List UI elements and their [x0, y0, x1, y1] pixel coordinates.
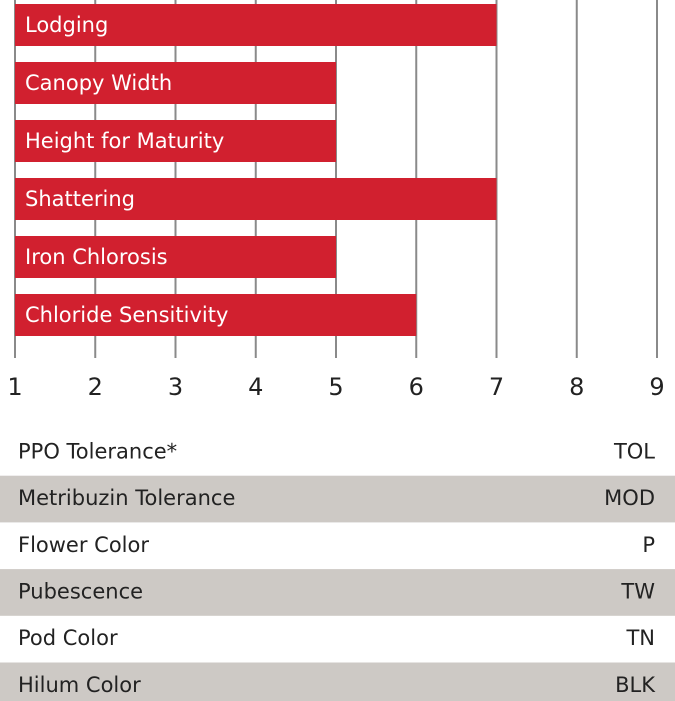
x-tick-label: 9: [649, 373, 664, 401]
bar-label: Iron Chlorosis: [25, 245, 168, 269]
row-value: TN: [625, 626, 655, 650]
row-value: TW: [620, 579, 655, 603]
row-background: [0, 662, 675, 701]
row-value: MOD: [604, 486, 655, 510]
bar: [15, 120, 336, 162]
x-tick-label: 4: [248, 373, 263, 401]
x-tick-label: 1: [7, 373, 22, 401]
bar-label: Lodging: [25, 13, 108, 37]
x-tick-label: 2: [88, 373, 103, 401]
bar: [15, 62, 336, 104]
row-value: P: [642, 533, 655, 557]
row-label: Pubescence: [18, 579, 143, 603]
bar: [15, 178, 497, 220]
row-label: PPO Tolerance*: [18, 439, 177, 463]
row-value: BLK: [615, 673, 656, 697]
row-value: TOL: [613, 439, 655, 463]
x-tick-label: 8: [569, 373, 584, 401]
bar: [15, 236, 336, 278]
bar: [15, 294, 417, 336]
x-tick-label: 6: [409, 373, 424, 401]
row-label: Flower Color: [18, 533, 149, 557]
row-label: Pod Color: [18, 626, 118, 650]
bar: [15, 4, 497, 46]
x-tick-label: 3: [168, 373, 183, 401]
bar-label: Chloride Sensitivity: [25, 303, 228, 327]
x-tick-label: 5: [328, 373, 343, 401]
bar-label: Canopy Width: [25, 71, 172, 95]
row-label: Metribuzin Tolerance: [18, 486, 235, 510]
row-label: Hilum Color: [18, 673, 141, 697]
x-tick-label: 7: [489, 373, 504, 401]
bar-label: Height for Maturity: [25, 129, 224, 153]
row-background: [0, 475, 675, 523]
row-background: [0, 569, 675, 616]
bar-label: Shattering: [25, 187, 135, 211]
